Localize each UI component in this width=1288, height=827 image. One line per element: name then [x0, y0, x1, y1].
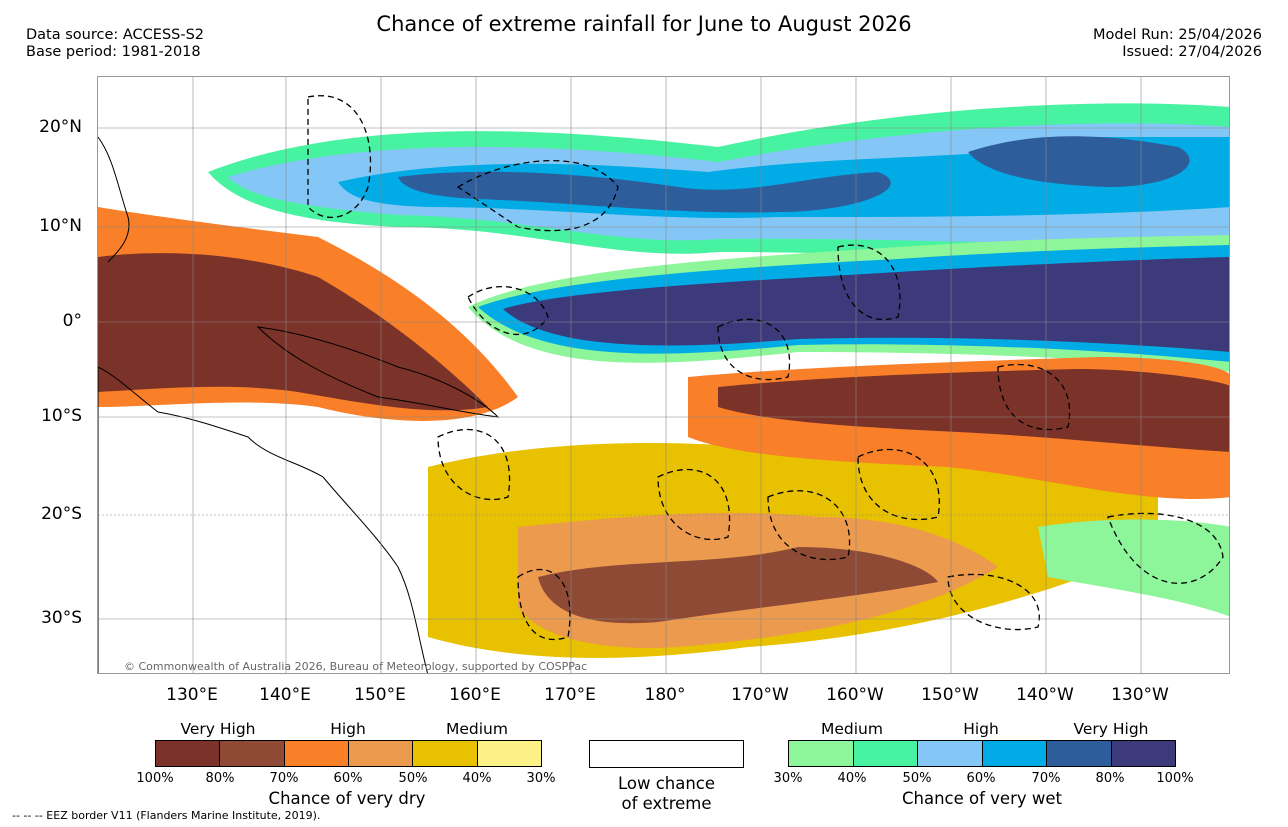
- wet-swatch-6: [1111, 741, 1175, 766]
- copyright-text: © Commonwealth of Australia 2026, Bureau…: [124, 660, 588, 673]
- lat-label-10n: 10°N: [39, 216, 82, 236]
- base-period-text: Base period: 1981-2018: [26, 44, 201, 60]
- dry-tick-40: 40%: [462, 771, 492, 786]
- wet-tick-70: 70%: [1031, 771, 1061, 786]
- philippines-coastline: [98, 136, 130, 263]
- rainfall-map: [97, 76, 1230, 674]
- low-chance-swatch: [589, 740, 744, 768]
- wet-tick-60: 60%: [966, 771, 996, 786]
- lon-label-130w: 130°W: [1111, 685, 1169, 705]
- lon-label-170e: 170°E: [544, 685, 596, 705]
- lon-label-170w: 170°W: [731, 685, 789, 705]
- dry-swatch-4: [348, 741, 414, 766]
- dry-colorbar: [155, 740, 542, 767]
- wet-darkblue-north-region: [398, 171, 891, 213]
- lat-label-20n: 20°N: [39, 117, 82, 137]
- issued-text: Issued: 27/04/2026: [1122, 44, 1262, 60]
- dry-tick-60: 60%: [333, 771, 363, 786]
- dry-central-inner-region: [718, 369, 1229, 452]
- lon-label-130e: 130°E: [166, 685, 218, 705]
- source-info: Data source: ACCESS-S2 Base period: 1981…: [26, 27, 204, 61]
- dry-swatch-1: [156, 741, 221, 766]
- wet-tick-30: 30%: [773, 771, 803, 786]
- run-info: Model Run: 25/04/2026 Issued: 27/04/2026: [1093, 27, 1262, 61]
- lon-label-160w: 160°W: [826, 685, 884, 705]
- wet-swatch-5: [1047, 741, 1112, 766]
- wet-cat-very-high: Very High: [1073, 720, 1149, 738]
- dry-tick-100: 100%: [136, 771, 174, 786]
- low-chance-line1: Low chance: [617, 774, 716, 793]
- dry-tick-80: 80%: [205, 771, 235, 786]
- lon-label-150w: 150°W: [921, 685, 979, 705]
- dry-westpacific-inner-region: [98, 253, 488, 411]
- lon-label-140e: 140°E: [259, 685, 311, 705]
- wet-tick-80: 80%: [1095, 771, 1125, 786]
- rainfall-map-canvas: [98, 77, 1229, 673]
- dry-tick-30: 30%: [526, 771, 556, 786]
- low-chance-line2: of extreme: [621, 794, 712, 813]
- lat-label-20s: 20°S: [41, 504, 82, 524]
- australia-coastline: [98, 366, 429, 673]
- eez-note: -- -- -- EEZ border V11 (Flanders Marine…: [12, 809, 321, 822]
- lat-label-10s: 10°S: [41, 406, 82, 426]
- wet-swatch-4: [982, 741, 1047, 766]
- wet-swatch-3: [918, 741, 983, 766]
- wet-legend-title: Chance of very wet: [902, 789, 1062, 808]
- wet-tick-100: 100%: [1156, 771, 1194, 786]
- wet-cat-medium: Medium: [821, 720, 883, 738]
- dry-tick-70: 70%: [269, 771, 299, 786]
- lon-label-140w: 140°W: [1016, 685, 1074, 705]
- wet-southeast-region: [1038, 519, 1229, 617]
- lon-label-160e: 160°E: [449, 685, 501, 705]
- wet-tick-40: 40%: [837, 771, 867, 786]
- map-title: Chance of extreme rainfall for June to A…: [376, 12, 912, 36]
- dry-tick-50: 50%: [398, 771, 428, 786]
- low-chance-label: Low chance of extreme: [589, 774, 744, 814]
- model-run-text: Model Run: 25/04/2026: [1092, 27, 1262, 43]
- wet-swatch-1: [789, 741, 854, 766]
- lon-label-150e: 150°E: [354, 685, 406, 705]
- wet-colorbar: [788, 740, 1176, 767]
- lat-label-30s: 30°S: [41, 608, 82, 628]
- lat-label-0: 0°: [62, 311, 82, 331]
- dry-cat-very-high: Very High: [180, 720, 256, 738]
- graticule: [98, 77, 1229, 673]
- dry-swatch-3: [284, 741, 349, 766]
- data-source-text: Data source: ACCESS-S2: [26, 27, 205, 43]
- wet-equator-dark-region: [503, 257, 1229, 352]
- dry-cat-medium: Medium: [446, 720, 508, 738]
- lon-label-180: 180°: [644, 685, 686, 705]
- dry-swatch-2: [220, 741, 285, 766]
- wet-tick-50: 50%: [902, 771, 932, 786]
- eez-borders: [307, 95, 1224, 641]
- dry-south-veryhigh-region: [538, 547, 938, 624]
- dry-swatch-6: [477, 741, 541, 766]
- dry-swatch-5: [413, 741, 478, 766]
- dry-legend-title: Chance of very dry: [268, 789, 426, 808]
- dry-cat-high: High: [330, 720, 366, 738]
- wet-darkblue-northeast-region: [968, 136, 1190, 187]
- wet-cat-high: High: [963, 720, 999, 738]
- wet-swatch-2: [853, 741, 918, 766]
